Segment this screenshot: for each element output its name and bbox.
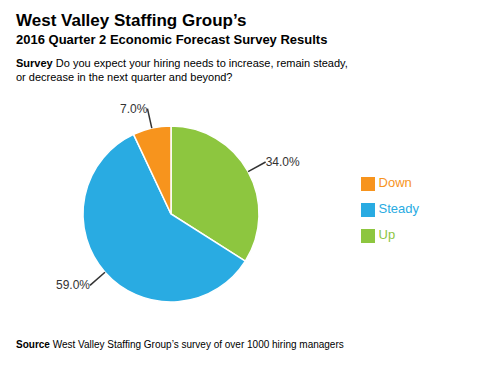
html-text:Down: Down bbox=[378, 175, 412, 190]
html-text:Up: Up bbox=[378, 227, 396, 242]
svg-text:7.0%: 7.0% bbox=[120, 102, 148, 116]
svg-text:59.0%: 59.0% bbox=[56, 278, 90, 292]
html-text:2016 Quarter 2 Economic Foreca: 2016 Quarter 2 Economic Forecast Survey … bbox=[16, 32, 328, 47]
html-text:West Valley Staffing Group’s: West Valley Staffing Group’s bbox=[16, 11, 247, 30]
html-text:Survey Do you expect your hiri: Survey Do you expect your hiring needs t… bbox=[16, 57, 348, 83]
html-text:Source West Valley Staffing Gr: Source West Valley Staffing Group’s surv… bbox=[16, 339, 344, 350]
svg-text:34.0%: 34.0% bbox=[266, 155, 300, 169]
html-text:Steady: Steady bbox=[378, 201, 419, 216]
